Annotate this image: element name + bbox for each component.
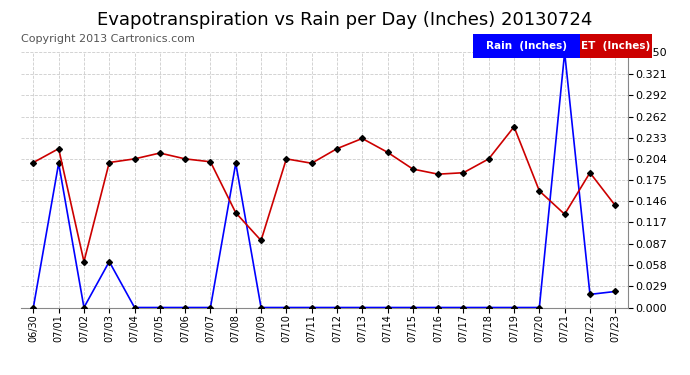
Text: Copyright 2013 Cartronics.com: Copyright 2013 Cartronics.com <box>21 34 195 44</box>
Text: ET  (Inches): ET (Inches) <box>581 41 651 51</box>
Text: Evapotranspiration vs Rain per Day (Inches) 20130724: Evapotranspiration vs Rain per Day (Inch… <box>97 11 593 29</box>
Text: Rain  (Inches): Rain (Inches) <box>486 41 566 51</box>
